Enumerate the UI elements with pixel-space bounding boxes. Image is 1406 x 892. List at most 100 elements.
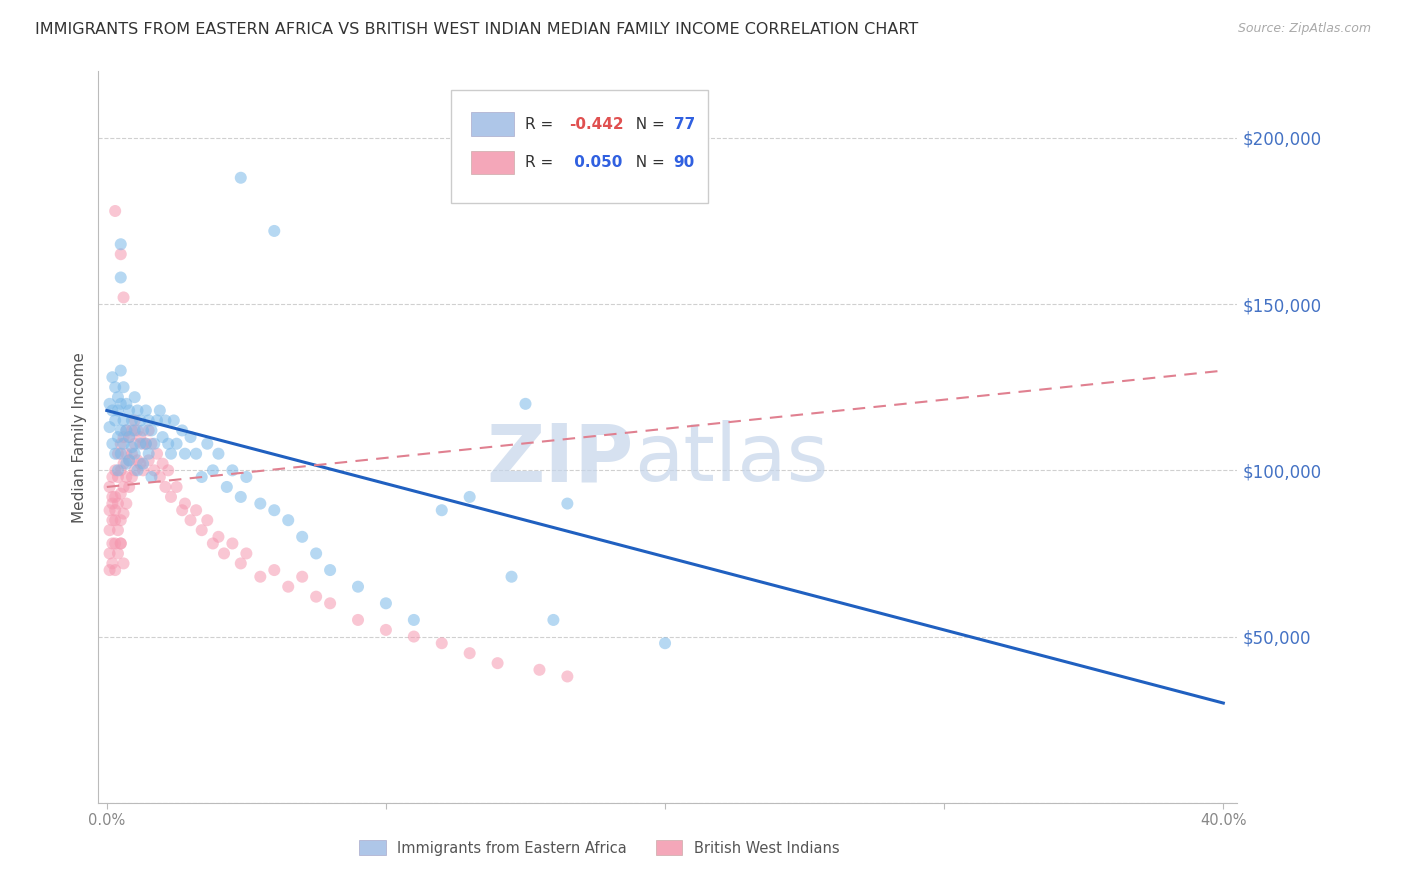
Point — [115, 397, 138, 411]
Point — [104, 447, 127, 461]
Point — [110, 513, 132, 527]
Point — [107, 497, 129, 511]
Point — [124, 463, 146, 477]
Point — [207, 530, 229, 544]
Point — [263, 503, 285, 517]
FancyBboxPatch shape — [451, 90, 707, 203]
Point — [135, 403, 157, 417]
Point — [221, 536, 243, 550]
Point — [124, 447, 146, 461]
Point — [249, 570, 271, 584]
Point — [129, 436, 152, 450]
Point — [557, 497, 579, 511]
Legend: Immigrants from Eastern Africa, British West Indians: Immigrants from Eastern Africa, British … — [353, 834, 845, 862]
Point — [104, 204, 127, 219]
Point — [127, 424, 149, 438]
Point — [319, 596, 342, 610]
Point — [104, 513, 127, 527]
Point — [184, 503, 207, 517]
Point — [132, 463, 155, 477]
Point — [141, 470, 163, 484]
Point — [319, 563, 342, 577]
Point — [121, 424, 143, 438]
Point — [121, 470, 143, 484]
Point — [180, 430, 202, 444]
Point — [124, 424, 146, 438]
Point — [101, 536, 124, 550]
Point — [201, 463, 224, 477]
Point — [124, 390, 146, 404]
Point — [515, 397, 537, 411]
Point — [458, 490, 481, 504]
Point — [112, 480, 135, 494]
Point — [115, 424, 138, 438]
Point — [118, 403, 141, 417]
Point — [124, 413, 146, 427]
Point — [115, 447, 138, 461]
Point — [110, 424, 132, 438]
Point — [104, 490, 127, 504]
Point — [115, 470, 138, 484]
Point — [101, 513, 124, 527]
Point — [163, 413, 186, 427]
Point — [430, 636, 453, 650]
Point — [118, 480, 141, 494]
Point — [215, 480, 238, 494]
Point — [121, 413, 143, 427]
Point — [112, 430, 135, 444]
Point — [104, 536, 127, 550]
Point — [277, 580, 299, 594]
Point — [132, 457, 155, 471]
Point — [98, 546, 121, 560]
Point — [141, 436, 163, 450]
Point — [143, 463, 166, 477]
Point — [110, 536, 132, 550]
Point — [146, 413, 169, 427]
Point — [172, 424, 194, 438]
Point — [277, 513, 299, 527]
Point — [112, 290, 135, 304]
Point — [101, 436, 124, 450]
Point — [107, 390, 129, 404]
Point — [112, 557, 135, 571]
Point — [98, 420, 121, 434]
Point — [543, 613, 565, 627]
Point — [129, 457, 152, 471]
Point — [121, 440, 143, 454]
Point — [149, 403, 172, 417]
Point — [118, 453, 141, 467]
Point — [291, 530, 314, 544]
Point — [110, 436, 132, 450]
Text: Source: ZipAtlas.com: Source: ZipAtlas.com — [1237, 22, 1371, 36]
Point — [115, 457, 138, 471]
Point — [458, 646, 481, 660]
Point — [118, 430, 141, 444]
Point — [143, 436, 166, 450]
Point — [207, 447, 229, 461]
Point — [190, 470, 212, 484]
Point — [141, 424, 163, 438]
Text: 0.050: 0.050 — [569, 155, 621, 170]
Point — [374, 623, 396, 637]
Point — [402, 630, 425, 644]
Point — [112, 380, 135, 394]
Point — [98, 523, 121, 537]
Point — [110, 447, 132, 461]
Point — [135, 436, 157, 450]
Point — [160, 447, 183, 461]
Point — [101, 490, 124, 504]
Text: -0.442: -0.442 — [569, 117, 623, 131]
Point — [263, 224, 285, 238]
Point — [305, 590, 328, 604]
Point — [107, 447, 129, 461]
Point — [347, 613, 370, 627]
Point — [212, 546, 235, 560]
Point — [98, 480, 121, 494]
Point — [152, 430, 174, 444]
Bar — [471, 151, 515, 175]
Point — [654, 636, 676, 650]
Point — [132, 436, 155, 450]
Point — [138, 447, 160, 461]
Point — [127, 463, 149, 477]
Point — [101, 557, 124, 571]
